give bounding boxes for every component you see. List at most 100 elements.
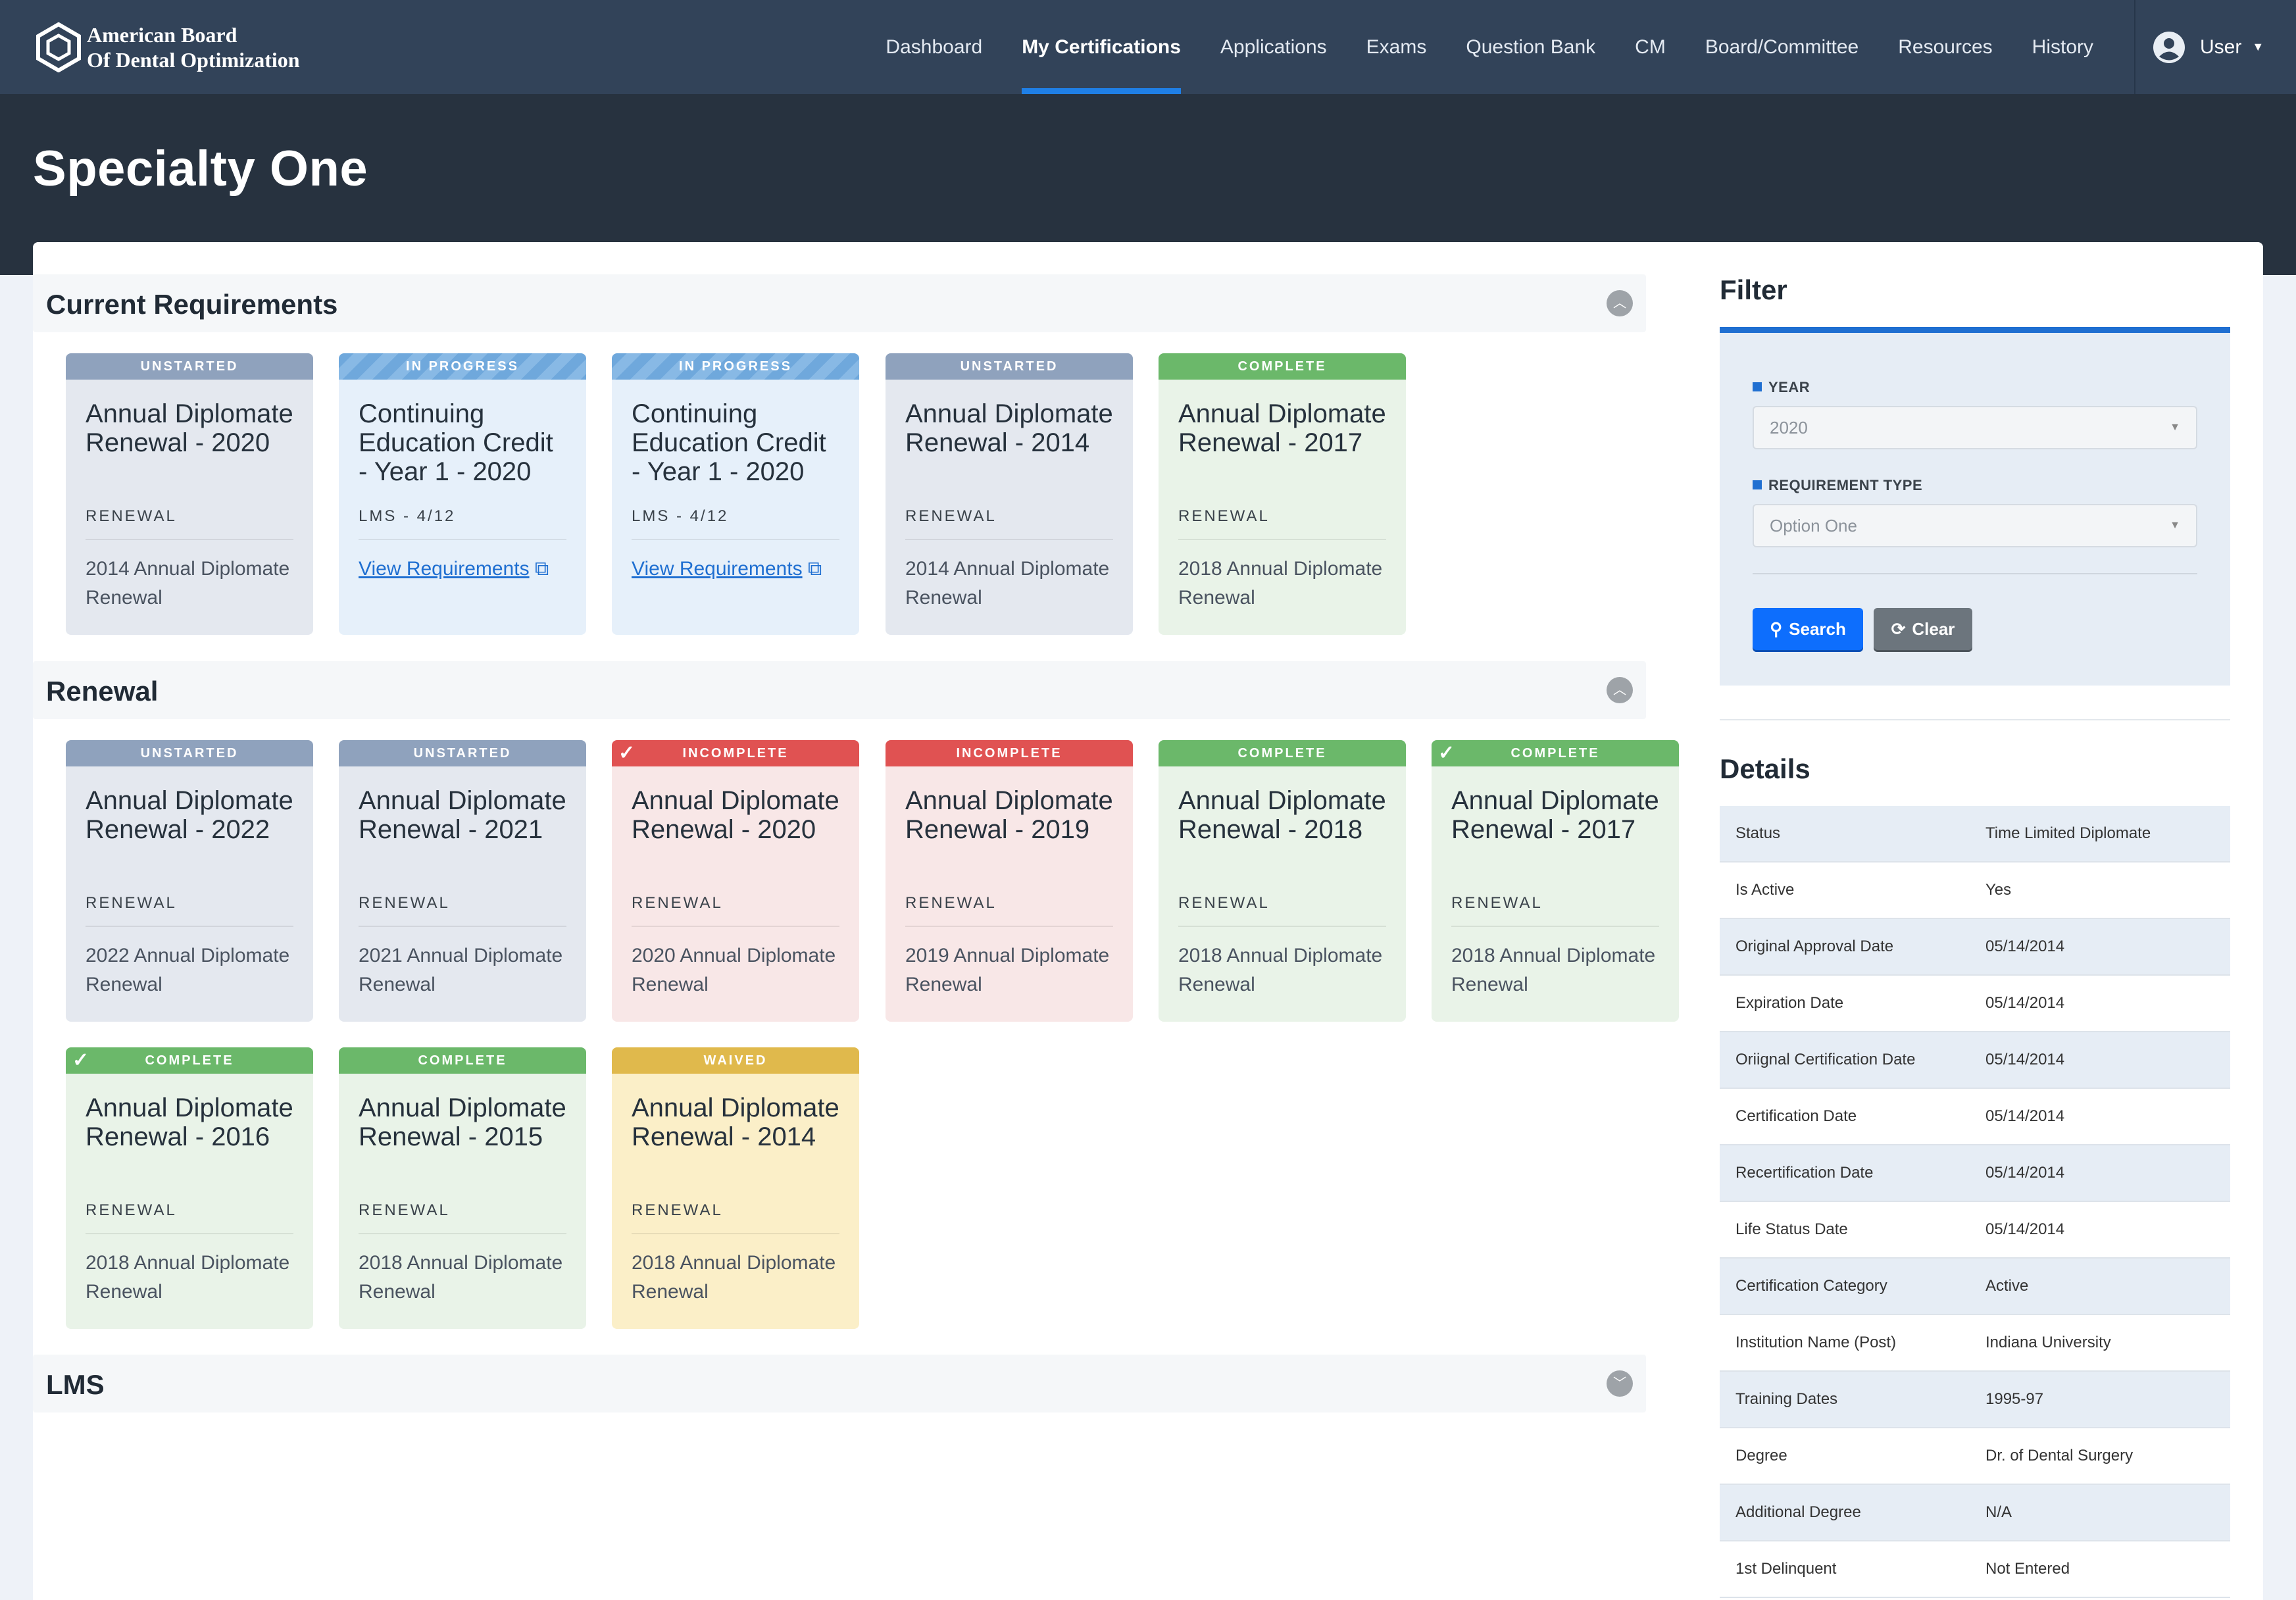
details-title: Details [1720,753,1810,784]
requirement-type-label: REQUIREMENT TYPE [1753,477,1922,494]
requirement-card[interactable]: IN PROGRESS Continuing Education Credit … [339,353,586,635]
section-current-requirements[interactable]: Current Requirements ︿ [33,274,1646,332]
renewal-card[interactable]: WAIVED Annual Diplomate Renewal - 2014 R… [612,1047,859,1329]
card-description: 2018 Annual Diplomate Renewal [1178,558,1383,609]
brand-logo[interactable]: American Board Of Dental Optimization [36,22,300,72]
status-badge: UNSTARTED [66,353,313,380]
status-badge: INCOMPLETE [886,740,1133,766]
details-row: Recertification Date 05/14/2014 [1720,1145,2230,1202]
search-button[interactable]: ⚲ Search [1753,608,1863,650]
details-row: Certification Category Active [1720,1259,2230,1315]
detail-key: Life Status Date [1735,1220,1848,1238]
detail-value: 05/14/2014 [1985,1164,2065,1182]
card-description: 2019 Annual Diplomate Renewal [905,945,1110,995]
view-requirements-link[interactable]: View Requirements [632,558,803,580]
section-lms[interactable]: LMS ﹀ [33,1355,1646,1412]
filter-divider [1753,573,2197,574]
renewal-card[interactable]: ✓ INCOMPLETE Annual Diplomate Renewal - 2… [612,740,859,1022]
card-title: Annual Diplomate Renewal - 2017 [1451,786,1659,844]
card-type: RENEWAL [86,494,293,540]
renewal-card[interactable]: UNSTARTED Annual Diplomate Renewal - 202… [339,740,586,1022]
detail-value: Time Limited Diplomate [1985,824,2151,842]
detail-key: Training Dates [1735,1390,1838,1408]
nav-dashboard[interactable]: Dashboard [886,36,983,58]
detail-key: 1st Delinquent [1735,1560,1837,1578]
check-icon: ✓ [618,742,637,764]
card-description: 2018 Annual Diplomate Renewal [1451,945,1656,995]
status-badge: COMPLETE [1159,740,1406,766]
renewal-card[interactable]: COMPLETE Annual Diplomate Renewal - 2018… [1159,740,1406,1022]
nav-board-committee[interactable]: Board/Committee [1705,36,1859,58]
search-icon: ⚲ [1770,619,1783,639]
top-nav: American Board Of Dental Optimization Da… [0,0,2296,94]
page-title: Specialty One [33,141,368,197]
detail-value: N/A [1985,1503,2012,1521]
requirement-card[interactable]: COMPLETE Annual Diplomate Renewal - 2017… [1159,353,1406,635]
card-type: LMS - 4/12 [359,494,566,540]
requirement-type-select[interactable]: Option One ▼ [1753,504,2197,547]
section-title: Current Requirements [46,289,338,320]
detail-value: Yes [1985,881,2012,899]
chevron-down-icon: ▼ [2252,40,2264,53]
card-title: Annual Diplomate Renewal - 2017 [1178,399,1386,457]
nav-resources[interactable]: Resources [1898,36,1993,58]
card-title: Annual Diplomate Renewal - 2022 [86,786,293,844]
card-description: 2018 Annual Diplomate Renewal [632,1252,836,1303]
details-row: Training Dates 1995-97 [1720,1372,2230,1428]
requirement-card[interactable]: IN PROGRESS Continuing Education Credit … [612,353,859,635]
details-row: Is Active Yes [1720,863,2230,919]
requirement-card[interactable]: UNSTARTED Annual Diplomate Renewal - 201… [886,353,1133,635]
status-badge: COMPLETE [1510,746,1600,761]
details-row: Life Status Date 05/14/2014 [1720,1202,2230,1259]
nav-question-bank[interactable]: Question Bank [1466,36,1596,58]
requirement-card[interactable]: UNSTARTED Annual Diplomate Renewal - 202… [66,353,313,635]
detail-key: Original Approval Date [1735,938,1894,955]
renewal-card[interactable]: INCOMPLETE Annual Diplomate Renewal - 20… [886,740,1133,1022]
expand-chevron-down-icon[interactable]: ﹀ [1607,1370,1633,1397]
details-row: Institution Name (Post) Indiana Universit… [1720,1315,2230,1372]
check-icon: ✓ [1438,742,1457,764]
detail-key: Certification Date [1735,1107,1857,1125]
detail-value: 1995-97 [1985,1390,2044,1408]
detail-key: Degree [1735,1447,1787,1464]
details-row: Certification Date 05/14/2014 [1720,1089,2230,1145]
user-label: User [2200,36,2242,58]
brand-line-1: American Board [87,23,237,47]
renewal-card[interactable]: COMPLETE Annual Diplomate Renewal - 2015… [339,1047,586,1329]
detail-value: 05/14/2014 [1985,1051,2065,1068]
nav-my-certifications[interactable]: My Certifications [1002,0,1201,94]
details-table: Status Time Limited Diplomate Is Active Ye… [1720,806,2230,1598]
nav-exams[interactable]: Exams [1366,36,1427,58]
search-button-label: Search [1789,619,1846,639]
nav-applications[interactable]: Applications [1220,36,1327,58]
year-select[interactable]: 2020 ▼ [1753,406,2197,449]
detail-value: Not Entered [1985,1560,2070,1578]
card-title: Continuing Education Credit - Year 1 - 2… [359,399,553,486]
details-row: Original Approval Date 05/14/2014 [1720,919,2230,976]
clear-button[interactable]: ⟳ Clear [1874,608,1972,650]
collapse-chevron-up-icon[interactable]: ︿ [1607,677,1633,703]
nav-cm[interactable]: CM [1635,36,1666,58]
detail-key: Certification Category [1735,1277,1887,1295]
detail-key: Oriignal Certification Date [1735,1051,1916,1068]
renewal-card[interactable]: UNSTARTED Annual Diplomate Renewal - 202… [66,740,313,1022]
filter-panel: YEAR 2020 ▼ REQUIREMENT TYPE Option One … [1720,327,2230,686]
collapse-chevron-up-icon[interactable]: ︿ [1607,290,1633,316]
detail-value: Dr. of Dental Surgery [1985,1447,2134,1464]
status-badge: INCOMPLETE [682,746,789,761]
section-renewal[interactable]: Renewal ︿ [33,661,1646,719]
detail-key: Is Active [1735,881,1795,899]
brand-name: American Board Of Dental Optimization [87,22,300,72]
renewal-card[interactable]: ✓ COMPLETE Annual Diplomate Renewal - 201… [1432,740,1679,1022]
detail-value: 05/14/2014 [1985,1107,2065,1125]
detail-key: Status [1735,824,1781,842]
renewal-card[interactable]: ✓ COMPLETE Annual Diplomate Renewal - 201… [66,1047,313,1329]
status-badge: IN PROGRESS [612,353,859,380]
user-menu[interactable]: User ▼ [2134,0,2296,94]
card-type: LMS - 4/12 [632,494,839,540]
year-label: YEAR [1753,379,1810,396]
hexagon-logo-icon [36,22,81,72]
nav-history[interactable]: History [2032,36,2093,58]
status-badge: WAIVED [612,1047,859,1074]
view-requirements-link[interactable]: View Requirements [359,558,530,580]
